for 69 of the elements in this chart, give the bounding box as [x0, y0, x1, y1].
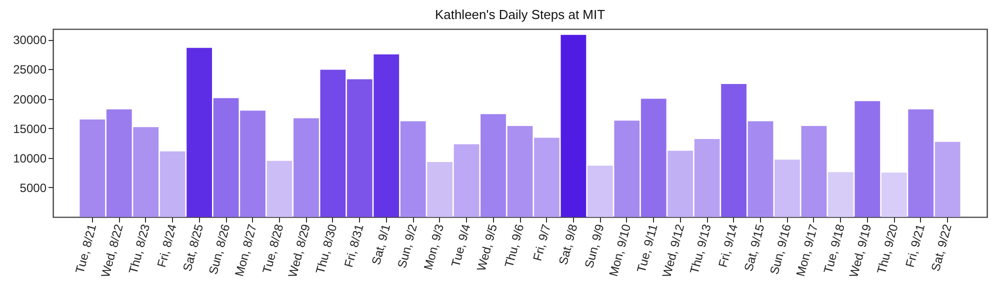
bar: [454, 144, 480, 217]
bar: [560, 34, 586, 217]
x-tick-label: Wed, 9/19: [846, 222, 874, 279]
x-tick-label: Fri, 8/24: [154, 222, 180, 269]
y-tick-label: 20000: [13, 92, 47, 106]
x-tick-label: Wed, 8/29: [285, 222, 314, 279]
y-tick-label: 5000: [20, 180, 47, 195]
bar: [294, 118, 319, 217]
x-tick-label: Thu, 8/23: [126, 222, 153, 276]
x-tick-label: Tue, 9/18: [820, 222, 848, 275]
x-tick-label: Sun, 8/26: [206, 222, 233, 276]
x-tick-label: Tue, 8/28: [260, 222, 286, 275]
x-tick-label: Sat, 9/15: [741, 222, 768, 273]
bar: [934, 142, 960, 217]
x-tick-label: Sun, 9/9: [582, 222, 608, 270]
x-tick-label: Sun, 9/16: [767, 222, 794, 276]
bar: [400, 121, 426, 217]
bar: [213, 98, 239, 217]
bar: [133, 127, 159, 217]
bar: [721, 84, 746, 217]
x-tick-label: Wed, 9/5: [474, 222, 500, 272]
chart-title: Kathleen's Daily Steps at MIT: [434, 7, 606, 22]
bar: [427, 162, 453, 217]
x-tick-label: Sun, 9/2: [394, 222, 420, 270]
x-tick-label: Tue, 9/4: [448, 222, 474, 268]
x-tick-label: Wed, 9/12: [659, 222, 688, 279]
x-tick-label: Tue, 9/11: [634, 222, 660, 274]
bar: [748, 121, 774, 217]
bar: [480, 114, 506, 217]
x-tick-label: Mon, 9/10: [606, 222, 634, 278]
bar: [266, 160, 292, 217]
bar: [908, 109, 934, 217]
bar: [374, 54, 400, 217]
x-tick-label: Thu, 9/20: [874, 222, 901, 276]
x-tick-label: Sat, 8/25: [180, 222, 206, 273]
x-tick-label: Fri, 9/14: [716, 222, 741, 269]
x-tick-label: Fri, 9/7: [530, 222, 554, 262]
bar: [881, 172, 907, 217]
x-tick-label: Sat, 9/1: [368, 222, 394, 266]
y-tick-label: 15000: [13, 122, 47, 136]
bar: [828, 172, 854, 217]
bar: [640, 98, 666, 217]
y-tick-label: 25000: [13, 62, 47, 77]
x-tick-label: Tue, 8/21: [72, 222, 100, 275]
x-tick-label: Wed, 8/22: [98, 222, 126, 279]
x-tick-label: Mon, 9/3: [420, 222, 447, 272]
bar: [614, 120, 640, 217]
bar: [534, 138, 560, 217]
y-tick-label: 10000: [13, 151, 47, 166]
y-tick-label: 30000: [13, 33, 47, 48]
bar: [801, 126, 827, 217]
bar: [240, 110, 266, 217]
x-tick-label: Thu, 9/13: [687, 222, 714, 276]
bar: [668, 150, 694, 217]
x-tick-label: Thu, 9/6: [502, 222, 527, 269]
x-tick-label: Thu, 8/30: [313, 222, 340, 276]
x-tick-label: Sat, 9/8: [556, 222, 580, 266]
x-tick-label: Mon, 9/17: [793, 222, 821, 278]
x-tick-label: Fri, 9/21: [902, 222, 928, 269]
bar: [186, 48, 212, 217]
x-tick-label: Fri, 8/31: [342, 222, 367, 269]
bar: [507, 126, 533, 217]
x-tick-label: Sat, 9/22: [928, 222, 954, 273]
bar: [694, 138, 720, 217]
bar: [160, 151, 186, 217]
bar: [587, 166, 613, 217]
bar: [774, 160, 800, 217]
x-tick-label: Mon, 8/27: [232, 222, 260, 278]
bar: [854, 101, 880, 217]
